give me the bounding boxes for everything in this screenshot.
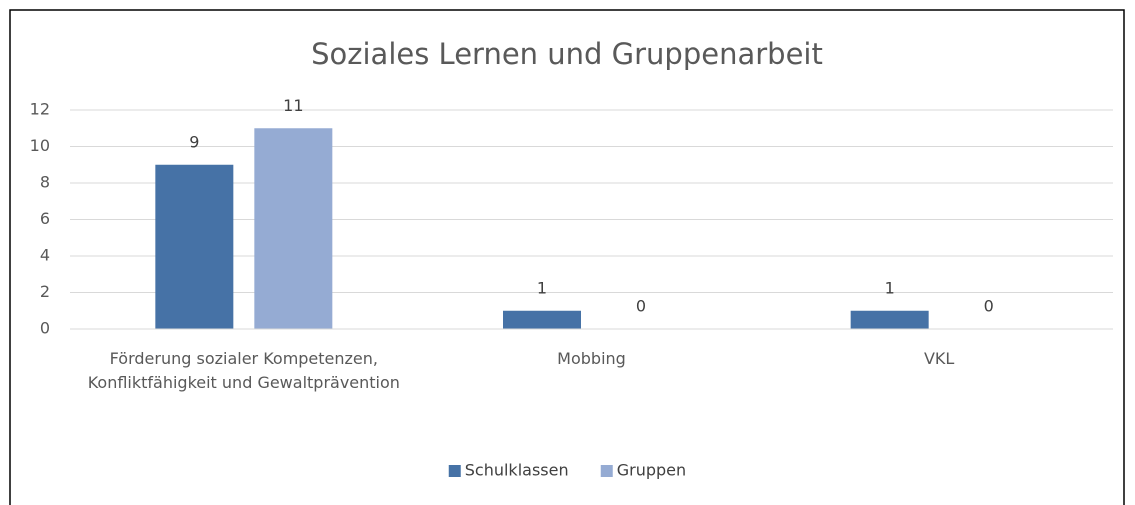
x-tick-label: Mobbing xyxy=(557,349,626,368)
legend-swatch xyxy=(448,465,461,477)
y-tick-label: 0 xyxy=(40,319,50,338)
bar xyxy=(850,310,929,329)
y-tick-label: 12 xyxy=(30,100,50,119)
chart-border xyxy=(9,9,1125,505)
y-tick-label: 6 xyxy=(40,209,50,228)
legend-label: Schulklassen xyxy=(465,461,569,480)
data-label: 9 xyxy=(189,132,199,151)
chart-title: Soziales Lernen und Gruppenarbeit xyxy=(311,37,823,71)
bar xyxy=(503,310,581,329)
y-tick-label: 4 xyxy=(40,246,50,265)
y-tick-label: 8 xyxy=(40,173,50,192)
bar xyxy=(254,128,333,329)
data-label: 0 xyxy=(984,297,994,316)
data-label: 1 xyxy=(885,278,895,297)
legend-swatch xyxy=(600,465,613,477)
data-label: 1 xyxy=(537,278,547,297)
data-label: 11 xyxy=(283,96,303,115)
data-label: 0 xyxy=(636,297,646,316)
bar xyxy=(155,164,234,329)
legend-label: Gruppen xyxy=(617,461,686,480)
y-tick-label: 2 xyxy=(40,282,50,301)
x-tick-label: VKL xyxy=(923,349,955,368)
x-tick-label: Förderung sozialer Kompetenzen, Konflikt… xyxy=(87,349,400,392)
y-tick-label: 10 xyxy=(30,136,50,155)
